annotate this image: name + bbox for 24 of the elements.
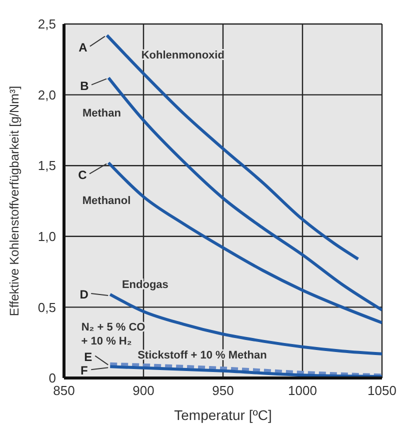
series-label: F <box>80 364 88 378</box>
x-tick-label: 950 <box>212 383 234 398</box>
line-series <box>108 365 382 378</box>
y-tick-label: 2,5 <box>38 16 56 32</box>
annotation: Methan <box>82 107 122 120</box>
series-label: D <box>80 287 89 302</box>
x-axis-title: Temperatur [ºC] <box>174 407 272 423</box>
x-tick-label: 1000 <box>288 383 317 398</box>
series-label: B <box>80 78 90 93</box>
series-label: A <box>78 40 88 54</box>
x-tick-label: 900 <box>132 383 154 398</box>
y-axis-title: Effektive Kohlenstoffverfügbarkeit [g/Nm³] <box>7 86 22 316</box>
x-tick-label: 1050 <box>368 383 396 398</box>
series-label: C <box>78 168 88 182</box>
y-tick-label: 0,5 <box>38 300 56 315</box>
x-tick-label: 850 <box>53 383 75 398</box>
line-series <box>108 362 382 377</box>
annotation: + 10 % H₂ <box>81 336 132 348</box>
y-tick-label: 2,0 <box>38 87 56 102</box>
y-tick-label: 0 <box>48 370 56 386</box>
series-label: E <box>84 350 92 364</box>
y-tick-label: 1,5 <box>38 158 56 174</box>
y-tick-label: 1,0 <box>38 229 56 244</box>
annotation: Methanol <box>82 194 131 207</box>
